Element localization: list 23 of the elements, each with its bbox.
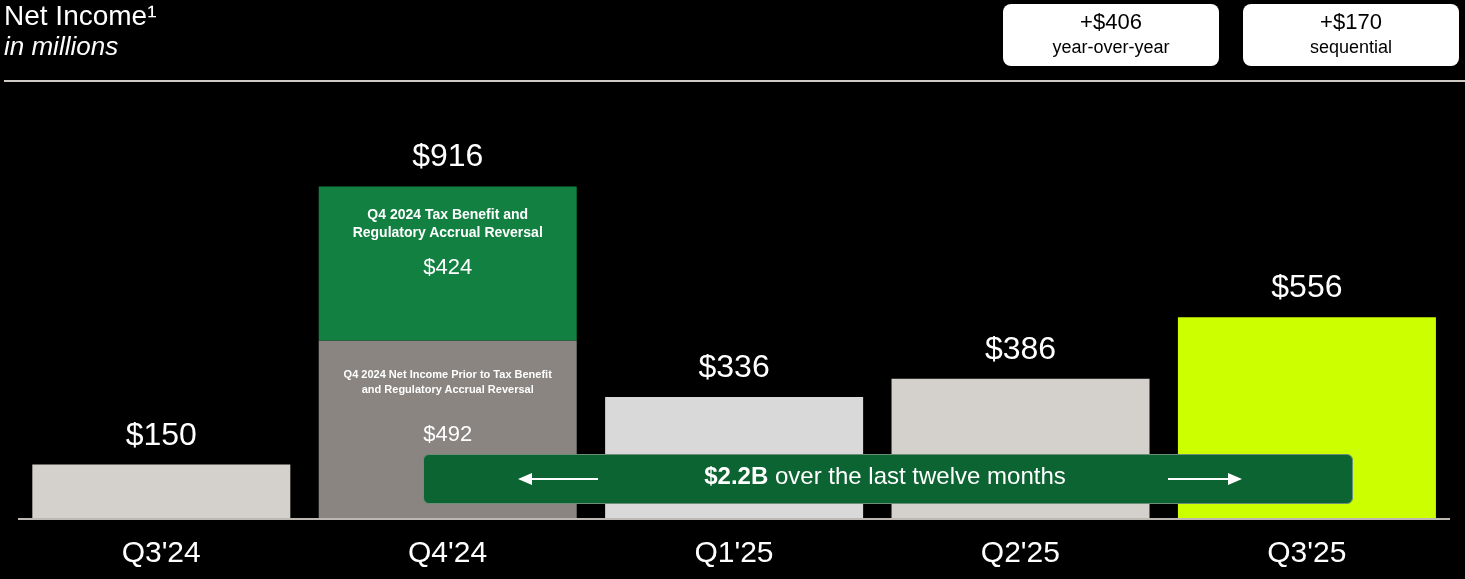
chart-subtitle: in millions [4,30,119,62]
data-label: $492 [423,421,473,447]
text: year-over-year [1051,37,1171,58]
total-label: $916 [412,137,484,174]
text: sequential [1308,37,1394,58]
data-label: $556 [1271,268,1343,305]
text: +$406 [1079,9,1143,35]
annotation: $2.2B over the last twelve months [703,462,1067,490]
x-tick-label: Q3'25 [1267,535,1347,569]
x-tick-label: Q1'25 [694,535,774,569]
x-tick-label: Q3'24 [121,535,201,569]
series-label: Q4 2024 Tax Benefit and Regulatory Accrual Reversal [352,206,543,241]
bar [32,464,291,519]
data-label: $424 [423,254,473,280]
data-label: $336 [698,348,770,385]
chart-title: Net Income¹ [4,0,157,32]
data-label: $386 [984,329,1057,366]
x-tick-label: Q2'25 [980,535,1060,569]
x-tick-label: Q4'24 [408,535,488,569]
series-label: Q4 2024 Net Income Prior to Tax Benefit and Regulatory Accrual Reversal [343,368,553,396]
data-label: $150 [125,415,197,452]
text: +$170 [1319,9,1383,35]
bar [318,186,577,341]
